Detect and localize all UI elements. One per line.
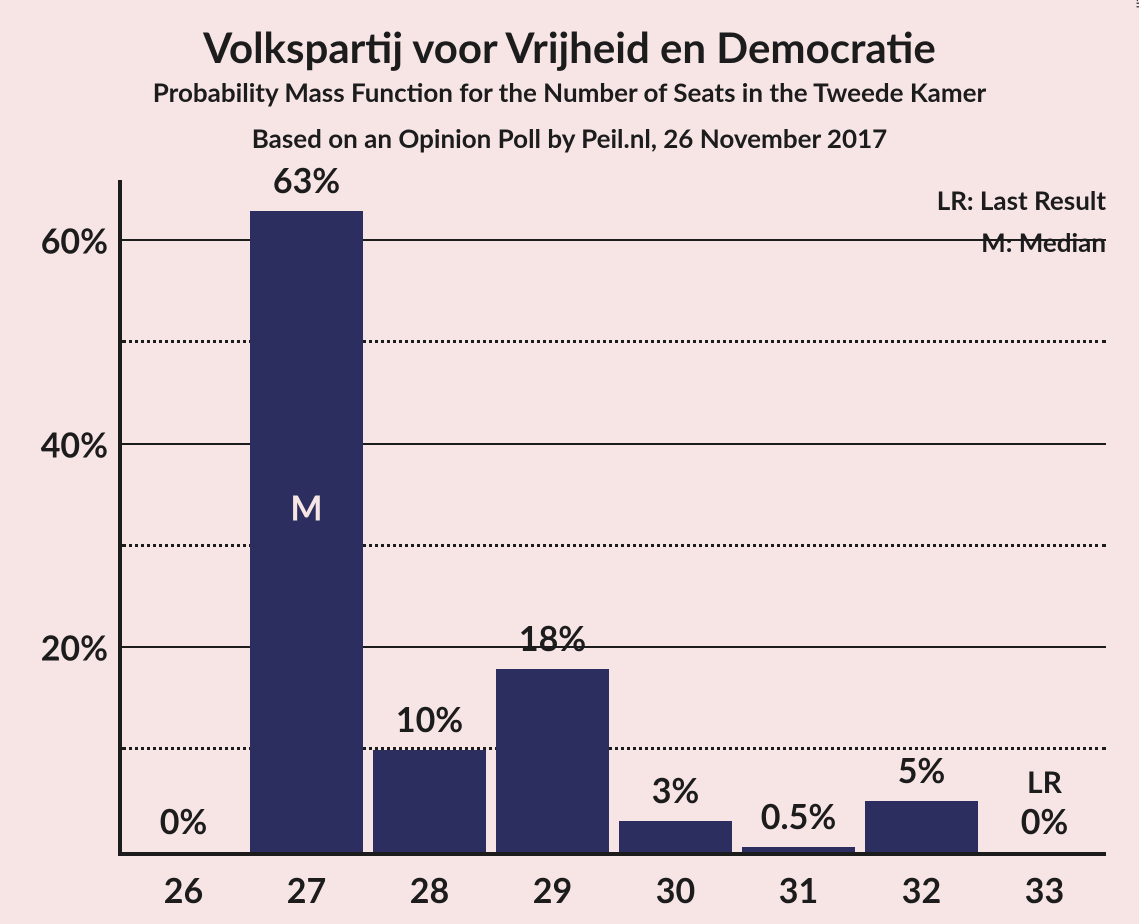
bar xyxy=(865,801,978,852)
x-tick-label: 30 xyxy=(656,852,695,911)
chart-subtitle-2: Based on an Opinion Poll by Peil.nl, 26 … xyxy=(0,122,1139,154)
chart-canvas: © 2020 Filip van Laenen Volkspartij voor… xyxy=(0,0,1139,924)
bar-value-label: 5% xyxy=(898,750,946,791)
x-tick-label: 32 xyxy=(902,852,941,911)
x-tick-label: 28 xyxy=(410,852,449,911)
y-tick-label: 60% xyxy=(41,221,122,262)
y-tick-label: 40% xyxy=(41,424,122,465)
copyright-text: © 2020 Filip van Laenen xyxy=(1133,0,1139,8)
bar-inside-label: M xyxy=(290,488,322,529)
y-axis-line xyxy=(118,180,122,856)
x-tick-label: 26 xyxy=(164,852,203,911)
bar-value-label: 10% xyxy=(396,699,463,740)
x-tick-label: 29 xyxy=(533,852,572,911)
chart-plot-area: 20%40%60%0%2663%M2710%2818%293%300.5%315… xyxy=(122,180,1106,852)
legend-line-1: LR: Last Result xyxy=(937,184,1106,216)
bar-value-label: 3% xyxy=(652,770,700,811)
bar-value-label: 0% xyxy=(160,801,208,842)
x-tick-label: 33 xyxy=(1025,852,1064,911)
x-tick-label: 31 xyxy=(779,852,818,911)
bar-extra-label: LR xyxy=(1027,764,1062,800)
bar xyxy=(373,750,486,852)
legend-line-2: M: Median xyxy=(981,226,1106,258)
bar xyxy=(250,211,363,852)
x-tick-label: 27 xyxy=(287,852,326,911)
chart-title: Volkspartij voor Vrijheid en Democratie xyxy=(0,22,1139,72)
bar-value-label: 18% xyxy=(519,618,586,659)
bar-value-label: 63% xyxy=(273,160,340,201)
bar-value-label: 0% xyxy=(1021,801,1069,842)
x-axis-line xyxy=(118,852,1106,856)
y-tick-label: 20% xyxy=(41,628,122,669)
chart-subtitle-1: Probability Mass Function for the Number… xyxy=(0,76,1139,108)
bar-value-label: 0.5% xyxy=(761,796,836,837)
bar xyxy=(496,669,609,852)
bar xyxy=(619,821,732,852)
